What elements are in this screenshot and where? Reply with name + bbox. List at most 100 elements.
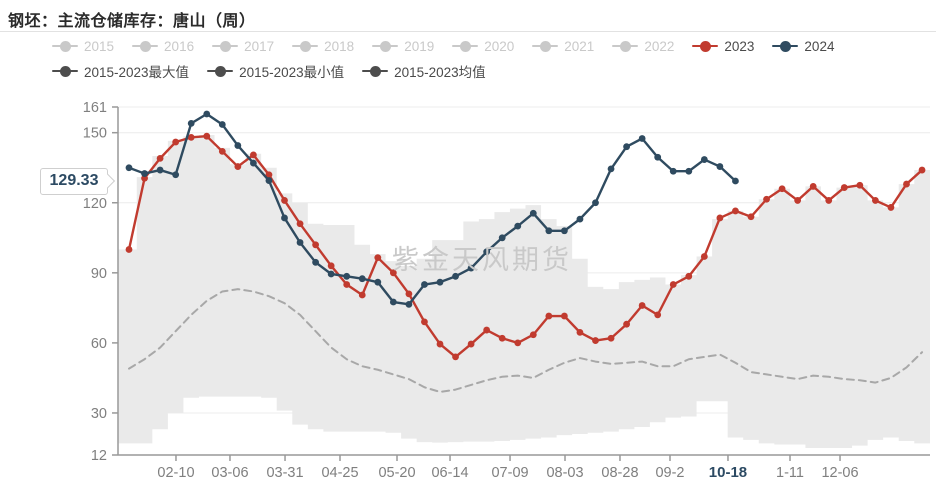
series-point-2023 bbox=[685, 272, 693, 280]
series-point-2023 bbox=[358, 291, 366, 299]
series-point-2024 bbox=[265, 177, 273, 184]
legend-item-2017[interactable]: 2017 bbox=[212, 37, 274, 55]
legend-label: 2022 bbox=[644, 38, 675, 54]
series-point-2024 bbox=[218, 121, 226, 128]
legend-item-2023[interactable]: 2023 bbox=[692, 37, 754, 55]
series-point-2023 bbox=[281, 197, 288, 204]
legend-item-2024[interactable]: 2024 bbox=[772, 37, 834, 55]
series-point-2023 bbox=[203, 132, 211, 140]
legend-marker-icon bbox=[532, 40, 559, 52]
series-point-2024 bbox=[560, 227, 568, 235]
y-axis-label: 161 bbox=[83, 100, 107, 116]
y-axis-label: 60 bbox=[91, 336, 107, 352]
series-point-2024 bbox=[607, 165, 615, 173]
series-point-2023 bbox=[623, 320, 630, 328]
series-point-2023 bbox=[918, 166, 926, 174]
series-point-2023 bbox=[421, 318, 428, 326]
x-axis-label: 02-10 bbox=[157, 465, 194, 481]
series-point-2024 bbox=[281, 214, 288, 222]
legend-marker-icon bbox=[362, 65, 389, 77]
series-point-2023 bbox=[763, 195, 770, 203]
x-axis-label: 1-11 bbox=[776, 465, 804, 481]
series-point-2023 bbox=[871, 197, 879, 204]
legend-label: 2024 bbox=[804, 38, 835, 54]
legend-marker-icon bbox=[372, 40, 399, 52]
series-point-2023 bbox=[327, 262, 335, 270]
legend-item-2019[interactable]: 2019 bbox=[372, 37, 434, 55]
x-axis-label: 07-09 bbox=[491, 465, 528, 481]
series-point-2024 bbox=[685, 167, 693, 175]
series-point-2024 bbox=[250, 159, 257, 167]
series-point-2023 bbox=[576, 328, 584, 336]
legend-item-2015-2023均值[interactable]: 2015-2023均值 bbox=[362, 62, 486, 80]
page-title: 钢坯：主流仓储库存：唐山（周） bbox=[8, 13, 256, 30]
series-point-2024 bbox=[732, 177, 739, 185]
legend-label: 2015 bbox=[84, 38, 115, 54]
legend-item-2016[interactable]: 2016 bbox=[132, 37, 194, 55]
series-point-2024 bbox=[638, 135, 646, 142]
series-point-2024 bbox=[421, 281, 428, 288]
series-point-2023 bbox=[607, 334, 615, 342]
series-line-2023 bbox=[127, 134, 924, 359]
series-point-2023 bbox=[141, 174, 148, 182]
series-point-2024 bbox=[234, 142, 242, 149]
series-point-2023 bbox=[529, 331, 537, 339]
legend-label: 2017 bbox=[244, 38, 275, 54]
series-line-2015-2023均值 bbox=[128, 288, 924, 393]
series-point-2023 bbox=[436, 340, 444, 348]
x-axis-label: 03-31 bbox=[266, 465, 303, 481]
legend-marker-icon bbox=[772, 40, 799, 52]
x-axis-label-current: 10-18 bbox=[709, 464, 747, 481]
legend-item-2021[interactable]: 2021 bbox=[532, 37, 594, 55]
legend-label: 2023 bbox=[724, 38, 755, 54]
chart-canvas[interactable]: 12 30 60 90 120 150 161 02-10 03-06 03-31 04-25 05-… bbox=[0, 88, 936, 484]
series-point-2024 bbox=[498, 234, 506, 242]
legend-item-2022[interactable]: 2022 bbox=[612, 37, 674, 55]
series-point-2024 bbox=[592, 199, 599, 207]
series-point-2023 bbox=[343, 281, 351, 288]
series-point-2024 bbox=[327, 270, 335, 278]
series-point-2023 bbox=[825, 197, 833, 204]
legend-label: 2015-2023最大值 bbox=[84, 65, 190, 80]
series-point-2023 bbox=[545, 312, 553, 320]
series-point-2023 bbox=[156, 154, 164, 162]
x-axis-label: 09-2 bbox=[655, 465, 684, 481]
series-point-2024 bbox=[141, 170, 148, 177]
series-point-2024 bbox=[436, 278, 444, 286]
series-point-2024 bbox=[529, 209, 537, 217]
series-point-2023 bbox=[794, 197, 802, 204]
legend-label: 2021 bbox=[564, 38, 595, 54]
series-point-2023 bbox=[265, 171, 273, 179]
x-axis-label: 08-03 bbox=[546, 465, 583, 481]
series-line-2024 bbox=[127, 112, 737, 306]
x-axis-label: 06-14 bbox=[431, 465, 468, 481]
series-point-2024 bbox=[358, 275, 366, 283]
series-point-2023 bbox=[125, 246, 133, 253]
x-axis-label: 05-20 bbox=[378, 465, 415, 481]
series-point-2023 bbox=[560, 312, 568, 320]
series-point-2024 bbox=[514, 222, 522, 230]
x-axis-label: 03-06 bbox=[211, 465, 248, 481]
x-axis-label: 08-28 bbox=[601, 465, 638, 481]
y-axis-label: 12 bbox=[91, 448, 107, 464]
series-point-2023 bbox=[887, 204, 895, 211]
x-axis-label: 04-25 bbox=[321, 465, 358, 481]
series-point-2023 bbox=[638, 302, 646, 309]
y-axis-label: 90 bbox=[91, 266, 107, 282]
legend-label: 2015-2023均值 bbox=[394, 65, 486, 80]
series-point-2024 bbox=[405, 300, 413, 308]
series-point-2023 bbox=[250, 151, 257, 159]
legend-marker-icon bbox=[692, 40, 719, 52]
series-point-2024 bbox=[669, 167, 677, 175]
series-point-2024 bbox=[312, 258, 320, 266]
series-point-2023 bbox=[467, 340, 475, 348]
legend-item-2015-2023最大值[interactable]: 2015-2023最大值 bbox=[52, 62, 189, 80]
series-point-2024 bbox=[700, 156, 708, 163]
legend-item-2020[interactable]: 2020 bbox=[452, 37, 514, 55]
legend-marker-icon bbox=[292, 40, 319, 52]
series-point-2023 bbox=[700, 253, 708, 260]
legend-item-2015[interactable]: 2015 bbox=[52, 37, 114, 55]
legend-item-2015-2023最小值[interactable]: 2015-2023最小值 bbox=[207, 62, 344, 80]
series-point-2023 bbox=[405, 290, 413, 298]
legend-item-2018[interactable]: 2018 bbox=[292, 37, 354, 55]
